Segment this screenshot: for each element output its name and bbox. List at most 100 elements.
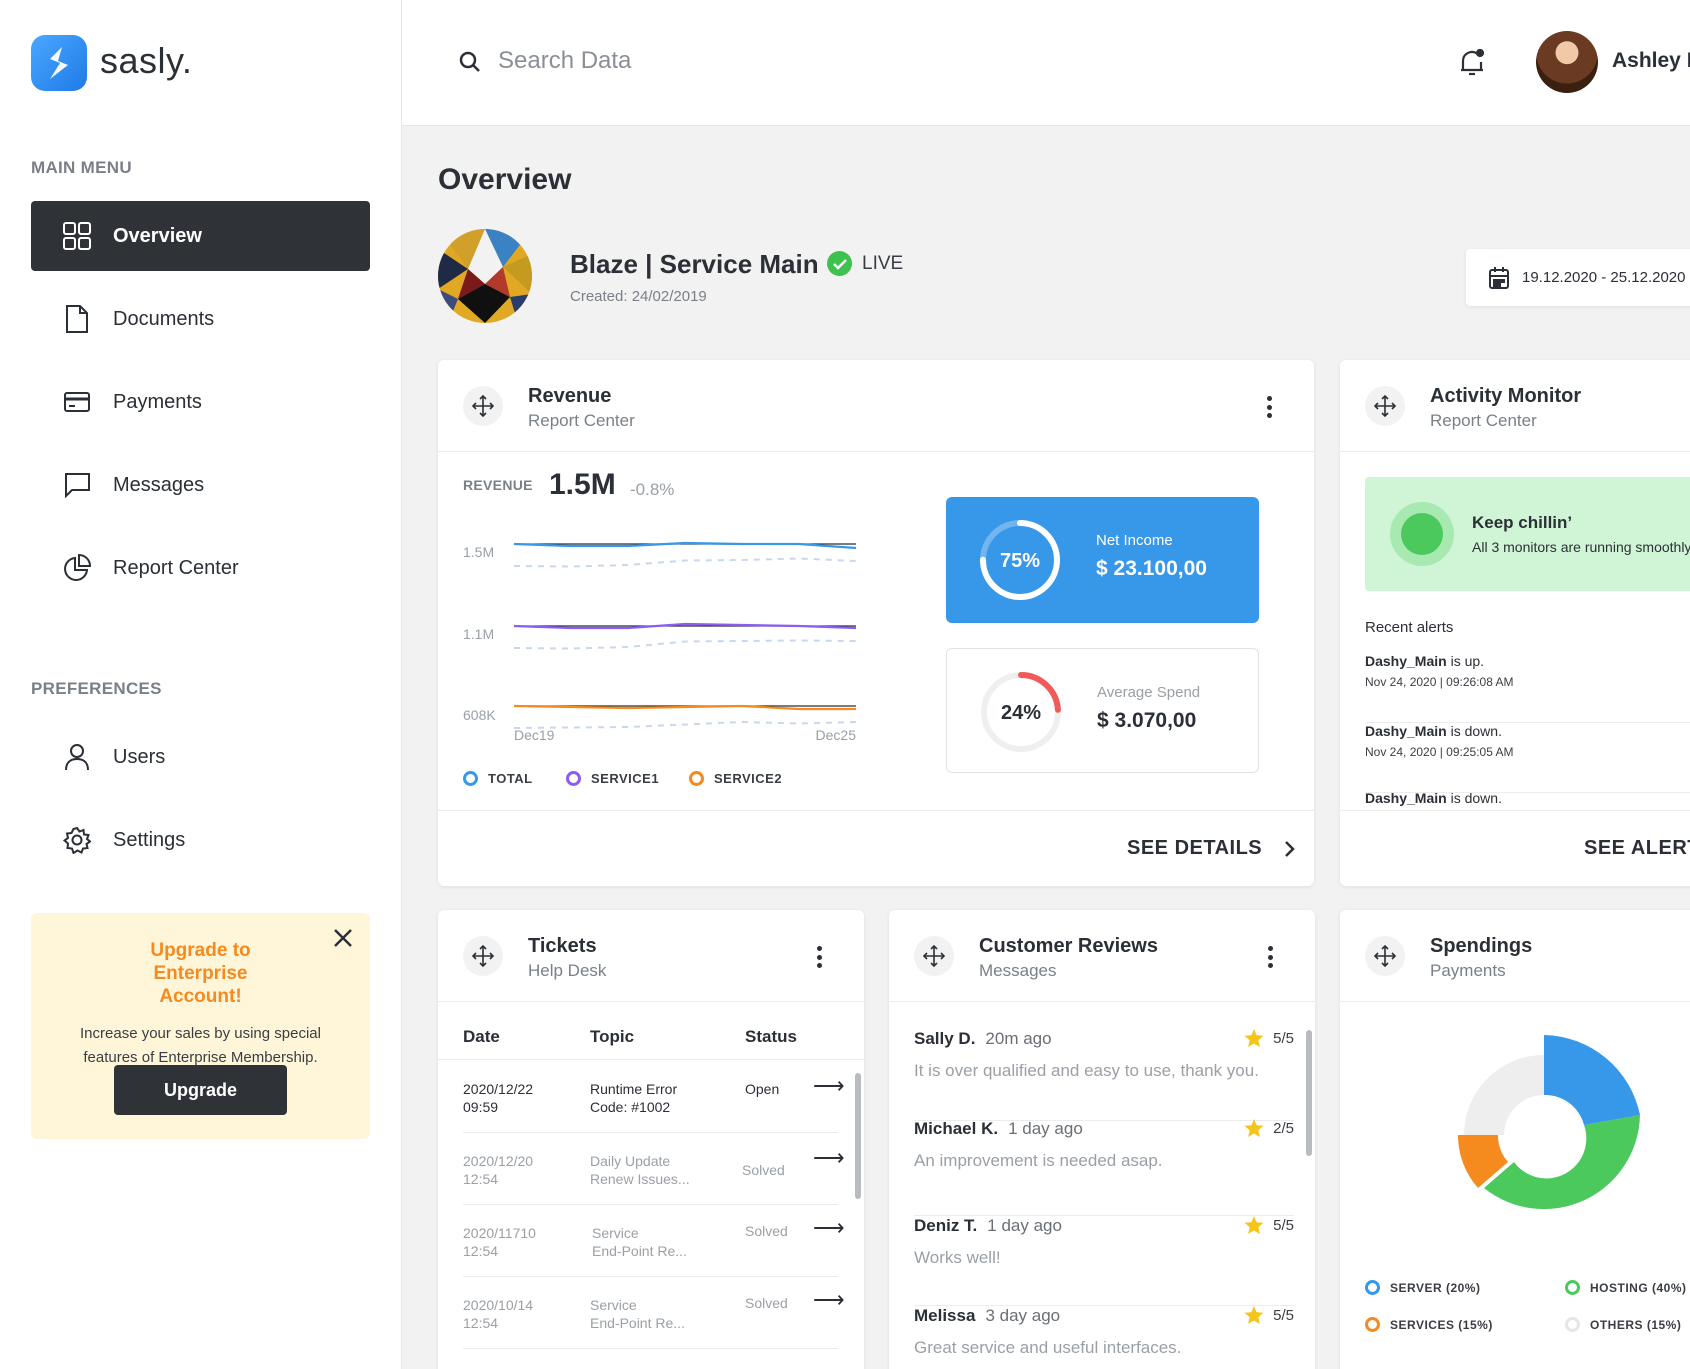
- legend-total: TOTAL: [463, 771, 533, 786]
- more-menu-icon[interactable]: [1268, 946, 1274, 968]
- customer-reviews-card: Customer Reviews Messages Sally D. 20m ag…: [889, 910, 1315, 1369]
- alert-item[interactable]: Dashy_Main is down. Nov 24, 2020 | 09:25…: [1365, 723, 1690, 793]
- x-tick-label: Dec19: [514, 727, 555, 743]
- upgrade-button[interactable]: Upgrade: [114, 1065, 287, 1115]
- sidebar: sasly. MAIN MENU Overview Documents Paym…: [0, 0, 402, 1369]
- sidebar-item-label: Report Center: [113, 556, 239, 579]
- notification-bell-icon[interactable]: [1458, 48, 1486, 83]
- star-icon: [1244, 1119, 1264, 1137]
- table-row[interactable]: 2020/10/14 12:54 Service End-Point Re... S…: [463, 1277, 845, 1349]
- move-icon[interactable]: [1365, 936, 1405, 976]
- project-logo: [438, 229, 532, 323]
- grid-icon: [61, 220, 93, 252]
- more-menu-icon[interactable]: [817, 946, 823, 968]
- donut-slice-others: [1464, 1055, 1544, 1135]
- sidebar-item-users[interactable]: Users: [31, 722, 370, 792]
- table-row[interactable]: 2020/12/22 09:59 Runtime Error Code: #1002…: [463, 1061, 845, 1133]
- scrollbar[interactable]: [1306, 1030, 1312, 1156]
- sidebar-item-payments[interactable]: Payments: [31, 367, 370, 437]
- net-income-value: $ 23.100,00: [1096, 557, 1207, 580]
- move-icon[interactable]: [463, 386, 503, 426]
- y-tick-label: 608K: [463, 707, 496, 723]
- arrow-right-icon[interactable]: ⟶: [813, 1145, 845, 1170]
- star-icon: [1244, 1216, 1264, 1234]
- net-income-label: Net Income: [1096, 532, 1173, 549]
- comparison-line: [513, 557, 857, 568]
- review-item[interactable]: Melissa 3 day ago 5/5 Great service and u…: [914, 1306, 1294, 1357]
- status-label: LIVE: [862, 252, 904, 274]
- comparison-line: [513, 720, 857, 729]
- search-input[interactable]: Search Data: [498, 47, 632, 74]
- x-tick-label: Dec25: [816, 727, 857, 743]
- table-row[interactable]: 2020/12/20 12:54 Daily Update Renew Issues…: [463, 1133, 845, 1205]
- review-item[interactable]: Deniz T. 1 day ago 5/5 Works well!: [914, 1216, 1294, 1306]
- donut-slice-server: [1544, 1035, 1640, 1125]
- scrollbar[interactable]: [855, 1073, 861, 1199]
- net-income-gauge: 75%: [980, 520, 1060, 600]
- comparison-line: [513, 639, 857, 650]
- user-icon: [61, 741, 93, 773]
- card-title: Activity Monitor: [1430, 385, 1582, 407]
- spendings-card: Spendings Payments SERVER (20%) HOSTING …: [1340, 910, 1690, 1369]
- net-income-card: 75% Net Income $ 23.100,00: [946, 497, 1259, 623]
- avatar[interactable]: [1536, 31, 1598, 93]
- sidebar-item-documents[interactable]: Documents: [31, 284, 370, 354]
- calendar-icon: [1489, 266, 1509, 289]
- arrow-right-icon[interactable]: ⟶: [813, 1073, 845, 1098]
- more-menu-icon[interactable]: [1267, 396, 1273, 418]
- move-icon[interactable]: [463, 936, 503, 976]
- card-subtitle: Help Desk: [528, 961, 607, 980]
- column-header-status[interactable]: Status: [745, 1027, 797, 1046]
- date-range-picker[interactable]: 19.12.2020 - 25.12.2020: [1466, 249, 1690, 306]
- sidebar-item-messages[interactable]: Messages: [31, 450, 370, 520]
- gear-icon: [61, 824, 93, 856]
- see-details-button[interactable]: SEE DETAILS: [1127, 837, 1296, 860]
- star-icon: [1244, 1029, 1264, 1047]
- revenue-line-chart: 1.5M 1.1M 608K Dec19 Dec25: [463, 541, 857, 743]
- project-title: Blaze | Service Main: [570, 249, 819, 279]
- card-header: Spendings Payments: [1340, 910, 1690, 1002]
- review-item[interactable]: Sally D. 20m ago 5/5 It is over qualified…: [914, 1029, 1294, 1121]
- net-income-percent: 75%: [1000, 550, 1040, 572]
- close-icon[interactable]: [332, 927, 354, 949]
- card-subtitle: Report Center: [528, 411, 635, 430]
- upgrade-title: Upgrade to Enterprise Account!: [150, 940, 251, 1007]
- revenue-value: 1.5M: [549, 468, 616, 501]
- topbar: Search Data Ashley H: [402, 0, 1690, 126]
- logo-icon[interactable]: [31, 35, 87, 91]
- alert-item[interactable]: Dashy_Main is up. Nov 24, 2020 | 09:26:0…: [1365, 653, 1690, 723]
- legend-service2: SERVICE2: [689, 771, 782, 786]
- average-spend-card: 24% Average Spend $ 3.070,00: [946, 648, 1259, 773]
- user-name[interactable]: Ashley H: [1612, 49, 1690, 72]
- card-title: Tickets: [528, 935, 597, 957]
- column-header-topic[interactable]: Topic: [590, 1027, 635, 1046]
- activity-monitor-card: Activity Monitor Report Center Keep chil…: [1340, 360, 1690, 886]
- arrow-right-icon[interactable]: ⟶: [813, 1215, 845, 1240]
- sidebar-item-report-center[interactable]: Report Center: [31, 533, 370, 603]
- alert-item[interactable]: Dashy_Main is down.: [1365, 790, 1502, 806]
- sidebar-item-settings[interactable]: Settings: [31, 805, 370, 875]
- series-line-service2: [513, 704, 856, 711]
- monitor-status-banner: Keep chillin’ All 3 monitors are running…: [1365, 477, 1690, 591]
- status-title: Keep chillin’: [1472, 513, 1573, 532]
- revenue-label: REVENUE: [463, 477, 533, 493]
- move-icon[interactable]: [914, 936, 954, 976]
- revenue-card: Revenue Report Center REVENUE 1.5M -0.8%…: [438, 360, 1314, 886]
- column-header-date[interactable]: Date: [463, 1027, 500, 1046]
- table-row[interactable]: 2020/11710 12:54 Service End-Point Re... S…: [463, 1205, 845, 1277]
- see-alerts-button[interactable]: SEE ALERTS: [1584, 837, 1690, 859]
- date-range-label: 19.12.2020 - 25.12.2020: [1522, 269, 1686, 286]
- spendings-donut-chart: [1458, 1035, 1640, 1210]
- review-item[interactable]: Michael K. 1 day ago 2/5 An improvement i…: [914, 1119, 1294, 1216]
- card-subtitle: Messages: [979, 961, 1057, 980]
- move-icon[interactable]: [1365, 386, 1405, 426]
- tickets-card: Tickets Help Desk Date Topic Status 2020…: [438, 910, 864, 1369]
- preferences-label: PREFERENCES: [31, 679, 162, 698]
- donut-slice-hosting: [1484, 1115, 1640, 1210]
- search-icon[interactable]: [458, 50, 482, 79]
- credit-card-icon: [61, 386, 93, 418]
- sidebar-item-overview[interactable]: Overview: [31, 201, 370, 271]
- page-title: Overview: [438, 163, 572, 196]
- main-menu-label: MAIN MENU: [31, 158, 132, 177]
- arrow-right-icon[interactable]: ⟶: [813, 1287, 845, 1312]
